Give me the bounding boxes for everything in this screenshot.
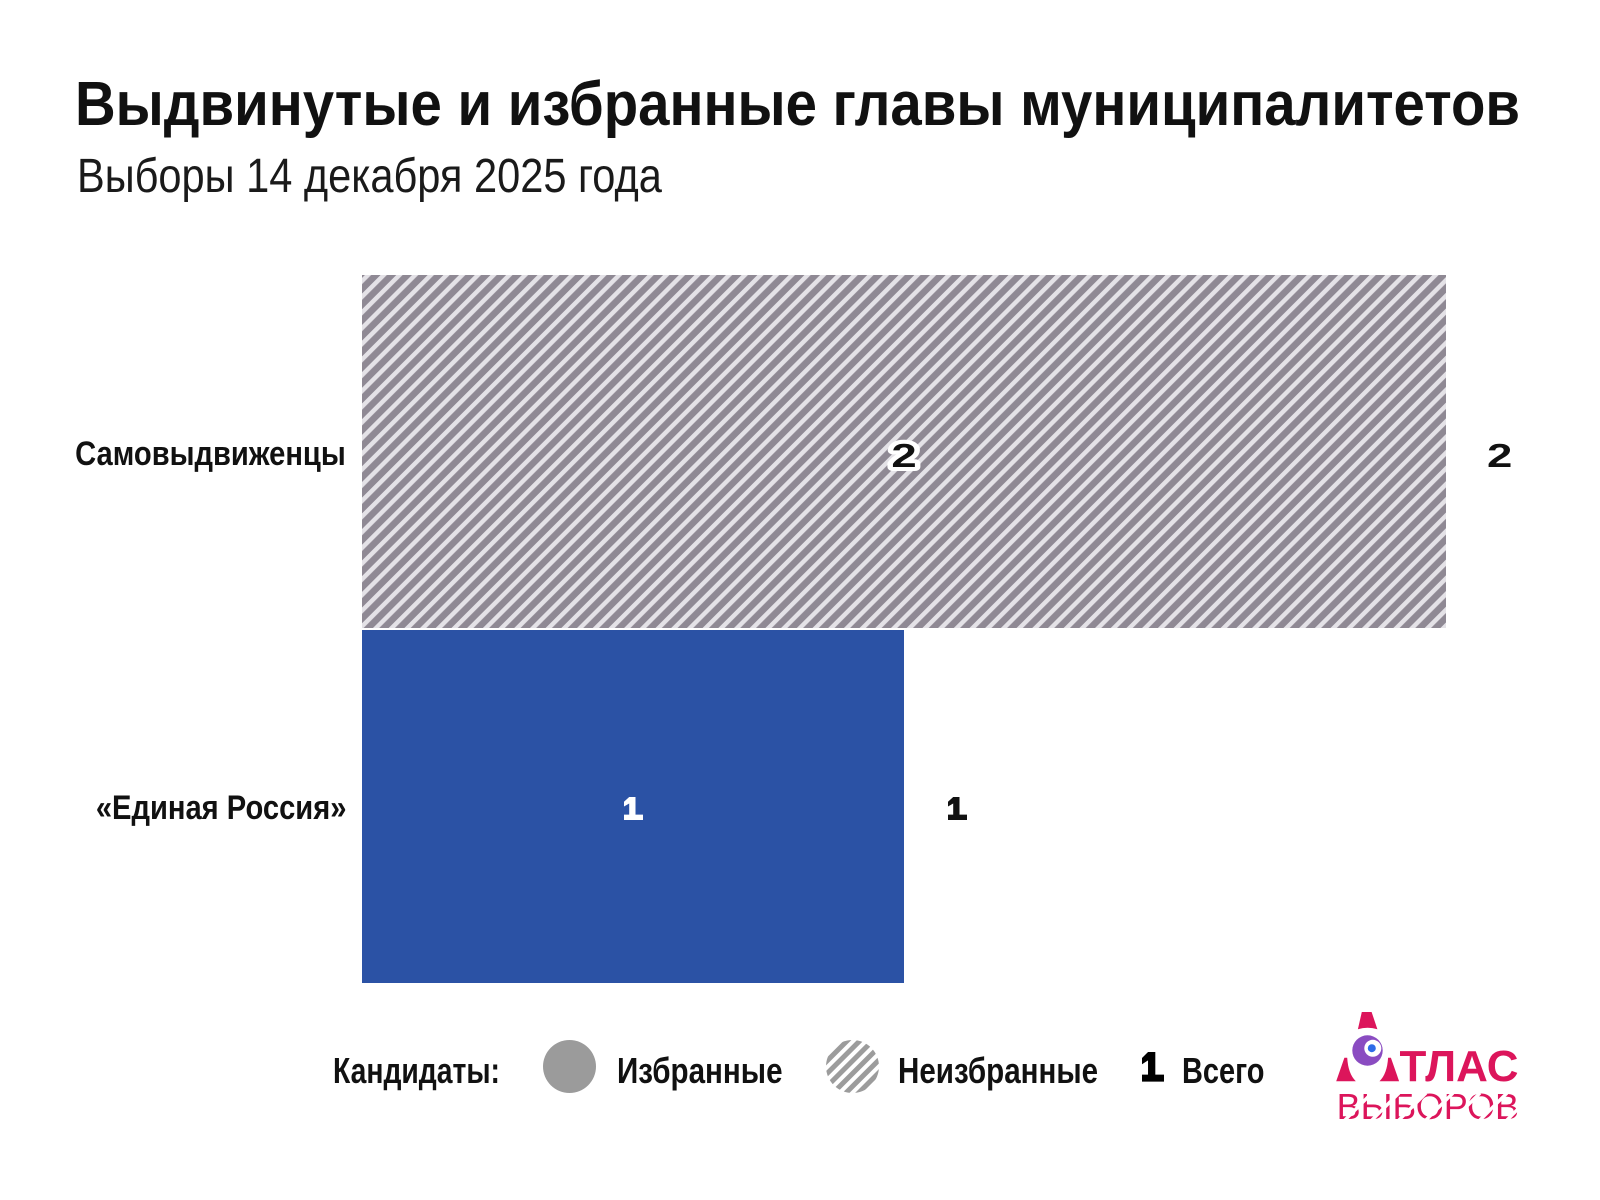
svg-text:ТЛАС: ТЛАС <box>1400 1042 1519 1091</box>
svg-text:2: 2 <box>1487 438 1512 475</box>
svg-text:2: 2 <box>891 438 916 475</box>
